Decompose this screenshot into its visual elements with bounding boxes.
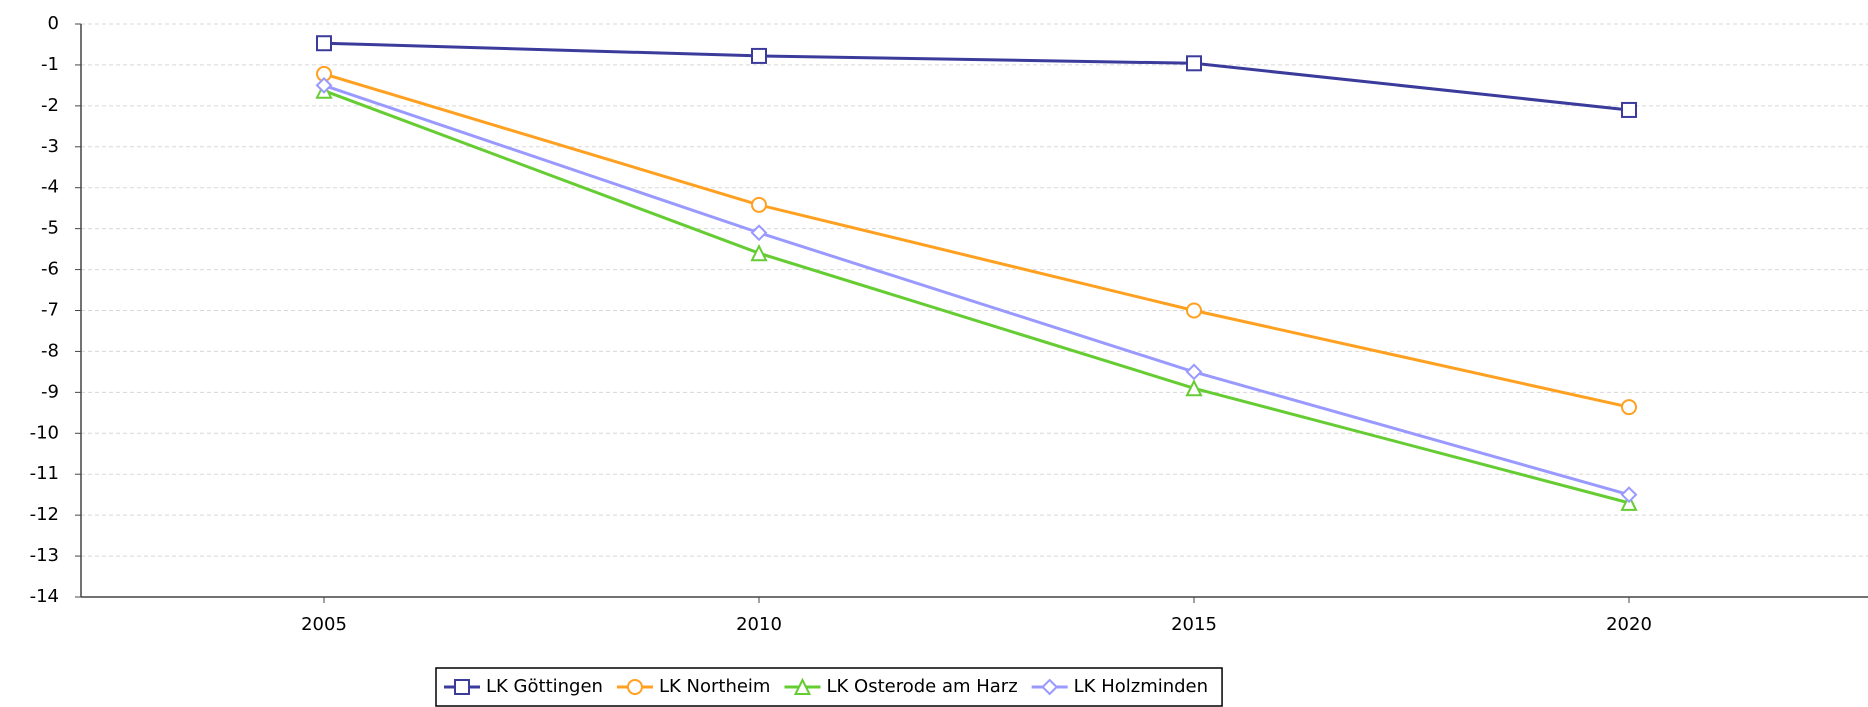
marker	[751, 196, 767, 213]
marker	[1185, 363, 1203, 381]
marker	[750, 224, 768, 242]
marker	[750, 243, 768, 262]
x-tick-label: 2005	[301, 614, 347, 635]
legend-label: LK Northeim	[659, 676, 771, 697]
y-tick-label: -3	[41, 136, 59, 157]
series-line	[323, 72, 1630, 409]
y-tick-label: -4	[41, 177, 59, 198]
legend-item: LK Northeim	[616, 676, 771, 697]
marker	[1620, 486, 1638, 504]
marker	[1041, 678, 1059, 696]
legend: LK Göttingen LK Northeim LK Osterode am Ha…	[435, 667, 1223, 707]
y-tick-label: -5	[41, 218, 59, 239]
legend-item: LK Göttingen	[444, 676, 603, 697]
y-tick-label: -11	[30, 463, 59, 484]
marker	[793, 677, 812, 695]
marker	[1185, 379, 1203, 397]
y-tick-label: -1	[41, 54, 59, 75]
marker	[316, 35, 332, 52]
marker	[1621, 101, 1637, 118]
series-line	[323, 83, 1630, 497]
y-tick-label: -6	[41, 259, 59, 280]
series-line	[323, 89, 1630, 505]
marker	[315, 76, 333, 94]
x-tick-label: 2015	[1171, 614, 1217, 635]
legend-box	[435, 667, 1223, 707]
marker	[751, 47, 767, 64]
marker	[626, 679, 643, 695]
x-tick-label: 2020	[1606, 614, 1652, 635]
legend-item: LK Holzminden	[1031, 676, 1208, 697]
legend-label: LK Holzminden	[1074, 676, 1208, 697]
marker	[1186, 302, 1202, 319]
legend-label: LK Göttingen	[486, 676, 603, 697]
y-tick-label: -13	[30, 545, 59, 566]
marker	[1186, 55, 1202, 72]
marker	[454, 679, 470, 695]
y-tick-label: -9	[41, 381, 59, 402]
y-tick-label: 0	[48, 13, 59, 34]
y-tick-label: -2	[41, 95, 59, 116]
y-tick-label: -8	[41, 340, 59, 361]
legend-label: LK Osterode am Harz	[826, 676, 1017, 697]
y-tick-label: -7	[41, 300, 59, 321]
y-tick-label: -10	[30, 422, 59, 443]
series-line	[323, 41, 1630, 112]
y-tick-label: -14	[30, 586, 59, 607]
x-tick-label: 2010	[736, 614, 782, 635]
y-tick-label: -12	[30, 504, 59, 525]
legend-item: LK Osterode am Harz	[784, 676, 1018, 697]
marker	[1621, 399, 1637, 416]
